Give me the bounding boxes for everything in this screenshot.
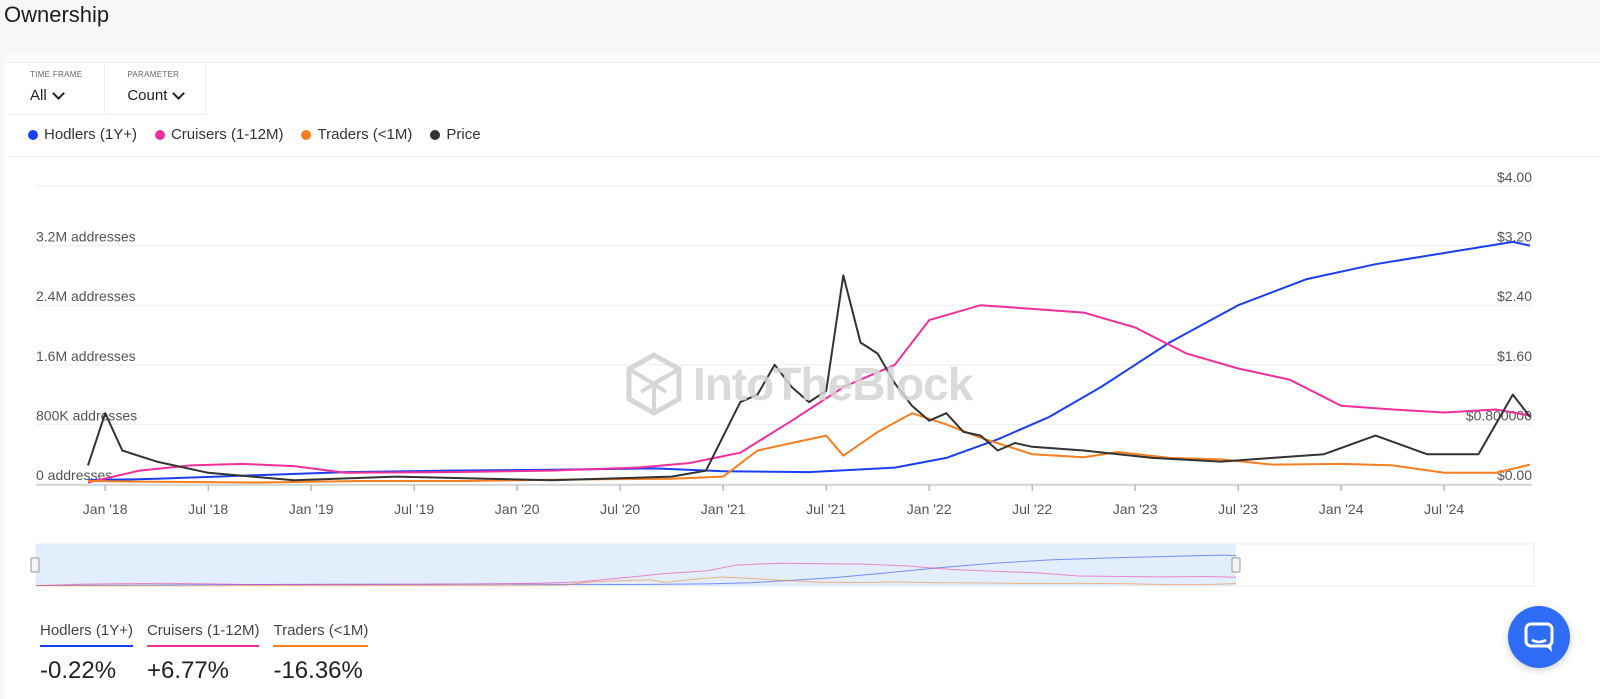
x-tick-label: Jan '23 bbox=[1113, 501, 1158, 517]
watermark-text: IntoTheBlock bbox=[693, 358, 973, 410]
navigator-selection bbox=[36, 544, 1236, 586]
navigator-handle-left bbox=[30, 557, 40, 573]
legend-label: Traders (<1M) bbox=[317, 126, 413, 143]
y-right-tick-label: $2.40 bbox=[1497, 288, 1532, 304]
x-tick-label: Jul '23 bbox=[1218, 501, 1258, 517]
x-tick-label: Jul '22 bbox=[1012, 501, 1052, 517]
summary-cruisers: Cruisers (1-12M) +6.77% bbox=[146, 622, 260, 685]
y-right-tick-label: $0.00 bbox=[1497, 467, 1532, 483]
legend-item-cruisers[interactable]: Cruisers (1-12M) bbox=[154, 126, 284, 143]
x-tick-label: Jan '22 bbox=[907, 501, 952, 517]
legend-dot-icon bbox=[301, 129, 312, 140]
x-tick-label: Jul '21 bbox=[806, 501, 846, 517]
watermark: IntoTheBlock bbox=[625, 352, 973, 416]
x-tick-label: Jan '19 bbox=[289, 501, 334, 517]
y-right-tick-label: $3.20 bbox=[1497, 229, 1532, 245]
x-tick-label: Jan '21 bbox=[701, 501, 746, 517]
x-tick-label: Jan '20 bbox=[495, 501, 540, 517]
legend-label: Hodlers (1Y+) bbox=[44, 126, 137, 143]
y-left-tick-label: 2.4M addresses bbox=[36, 288, 136, 304]
navigator-handle-right bbox=[1231, 557, 1241, 573]
timeframe-dropdown[interactable]: All bbox=[30, 87, 82, 104]
chat-bubble-icon bbox=[1524, 622, 1554, 652]
y-left-tick-label: 0 addresses bbox=[36, 467, 112, 483]
legend-label: Price bbox=[446, 126, 481, 143]
summary-hodlers: Hodlers (1Y+) -0.22% bbox=[40, 622, 133, 685]
chart-legend: Hodlers (1Y+) Cruisers (1-12M) Traders (… bbox=[28, 126, 481, 143]
y-right-tick-label: $0.800000 bbox=[1466, 407, 1532, 423]
y-left-tick-label: 3.2M addresses bbox=[36, 229, 136, 245]
series-line-cruisers bbox=[87, 304, 1531, 484]
timeframe-filter[interactable]: TIME FRAME All bbox=[8, 62, 106, 114]
timeframe-label: TIME FRAME bbox=[30, 70, 83, 79]
watermark-logo-icon bbox=[626, 352, 682, 416]
ownership-card: TIME FRAME All PARAMETER Count Hodlers (… bbox=[4, 52, 1600, 699]
summary-value: -16.36% bbox=[273, 657, 363, 684]
parameter-value: Count bbox=[127, 87, 168, 104]
y-left-tick-label: 800K addresses bbox=[36, 407, 137, 423]
navigator-series bbox=[35, 576, 1237, 587]
legend-item-hodlers[interactable]: Hodlers (1Y+) bbox=[28, 126, 137, 143]
y-right-tick-label: $4.00 bbox=[1497, 169, 1532, 185]
summary-value: +6.77% bbox=[146, 657, 230, 684]
legend-dot-icon bbox=[28, 129, 38, 140]
series-line-traders bbox=[87, 412, 1531, 484]
legend-item-traders[interactable]: Traders (<1M) bbox=[301, 126, 412, 143]
legend-item-price[interactable]: Price bbox=[430, 126, 481, 143]
card-top-strip bbox=[4, 52, 1600, 63]
summary-label: Traders (<1M) bbox=[273, 622, 369, 647]
parameter-dropdown[interactable]: Count bbox=[127, 87, 186, 104]
change-summary: Hodlers (1Y+) -0.22% Cruisers (1-12M) +6… bbox=[40, 622, 369, 685]
page-title: Ownership bbox=[4, 2, 110, 27]
x-tick-label: Jan '18 bbox=[83, 501, 128, 517]
x-tick-label: Jul '20 bbox=[600, 501, 640, 517]
x-tick-label: Jul '18 bbox=[188, 501, 228, 517]
filter-bar: TIME FRAME All PARAMETER Count bbox=[8, 62, 207, 115]
legend-dot-icon bbox=[430, 129, 441, 140]
x-tick-label: Jul '24 bbox=[1424, 501, 1464, 517]
timeframe-value: All bbox=[30, 87, 47, 104]
chat-button[interactable] bbox=[1508, 606, 1570, 668]
x-tick-label: Jul '19 bbox=[394, 501, 434, 517]
navigator-series bbox=[35, 562, 1237, 587]
parameter-filter[interactable]: PARAMETER Count bbox=[105, 62, 207, 114]
y-left-tick-label: 1.6M addresses bbox=[36, 348, 136, 364]
legend-divider bbox=[8, 156, 1600, 157]
legend-dot-icon bbox=[154, 129, 165, 140]
x-tick-label: Jan '24 bbox=[1319, 501, 1364, 517]
legend-label: Cruisers (1-12M) bbox=[170, 126, 284, 143]
y-right-tick-label: $1.60 bbox=[1497, 348, 1532, 364]
summary-traders: Traders (<1M) -16.36% bbox=[273, 622, 369, 685]
summary-value: -0.22% bbox=[40, 657, 117, 684]
summary-label: Hodlers (1Y+) bbox=[40, 622, 133, 647]
parameter-label: PARAMETER bbox=[127, 70, 180, 79]
summary-label: Cruisers (1-12M) bbox=[146, 622, 260, 647]
series-line-price bbox=[87, 274, 1531, 482]
